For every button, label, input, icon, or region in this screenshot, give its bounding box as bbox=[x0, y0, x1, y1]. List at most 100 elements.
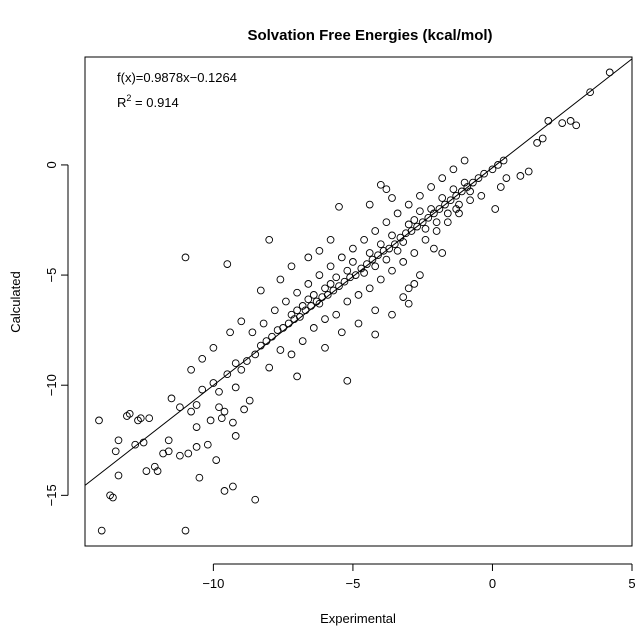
data-point bbox=[237, 365, 246, 374]
data-point bbox=[270, 306, 279, 315]
data-point bbox=[215, 403, 223, 412]
data-point bbox=[304, 253, 313, 262]
data-point bbox=[496, 183, 505, 191]
data-point bbox=[215, 387, 223, 396]
data-point bbox=[416, 207, 424, 216]
data-point bbox=[457, 187, 466, 196]
data-point bbox=[326, 262, 335, 271]
data-point bbox=[474, 174, 483, 182]
data-point bbox=[231, 383, 240, 392]
data-point bbox=[276, 346, 285, 354]
data-point bbox=[326, 280, 335, 288]
data-point bbox=[357, 264, 366, 273]
data-point bbox=[315, 299, 324, 308]
data-point bbox=[435, 205, 444, 213]
data-point bbox=[449, 185, 458, 194]
data-point bbox=[187, 365, 195, 374]
data-point bbox=[220, 487, 229, 495]
data-point bbox=[402, 229, 410, 238]
data-point bbox=[349, 244, 357, 253]
data-point bbox=[276, 275, 285, 284]
data-point bbox=[198, 385, 207, 394]
data-point bbox=[390, 240, 399, 249]
data-point bbox=[176, 403, 184, 412]
data-point bbox=[566, 117, 575, 125]
data-point bbox=[404, 284, 413, 293]
data-point bbox=[256, 286, 265, 295]
data-point bbox=[460, 178, 469, 187]
plot-area-frame bbox=[84, 56, 633, 547]
data-point bbox=[343, 266, 352, 275]
data-point bbox=[273, 326, 282, 334]
data-point bbox=[376, 275, 385, 284]
data-point bbox=[469, 178, 477, 187]
data-point bbox=[421, 224, 430, 233]
data-point bbox=[153, 467, 162, 475]
data-point bbox=[438, 249, 447, 257]
data-point bbox=[421, 235, 430, 244]
data-point bbox=[349, 258, 357, 266]
data-point bbox=[209, 343, 218, 352]
data-point bbox=[382, 185, 391, 194]
regression-line bbox=[84, 58, 633, 486]
data-point bbox=[382, 255, 391, 264]
data-point bbox=[441, 200, 449, 209]
data-point bbox=[499, 156, 508, 165]
data-point bbox=[410, 280, 419, 288]
data-point bbox=[229, 418, 237, 427]
data-point bbox=[443, 209, 452, 218]
data-point bbox=[365, 200, 374, 209]
data-point bbox=[388, 310, 396, 319]
data-point bbox=[376, 240, 385, 249]
data-point bbox=[354, 319, 363, 328]
data-point bbox=[335, 282, 343, 290]
data-point bbox=[223, 260, 232, 268]
data-point bbox=[371, 262, 380, 271]
data-point bbox=[480, 169, 488, 178]
data-point bbox=[309, 291, 318, 299]
data-point bbox=[455, 209, 463, 218]
data-point bbox=[321, 284, 329, 293]
data-point bbox=[335, 202, 343, 211]
data-point bbox=[212, 456, 221, 464]
y-axis: −15 −10 −5 0 bbox=[44, 161, 69, 506]
data-point bbox=[524, 167, 533, 176]
data-point bbox=[382, 218, 391, 227]
data-point bbox=[424, 213, 433, 222]
r-squared-exponent: 2 bbox=[126, 93, 131, 103]
data-point bbox=[176, 451, 184, 460]
data-point bbox=[245, 396, 254, 405]
y-tick-label: 0 bbox=[44, 161, 59, 168]
data-point bbox=[131, 440, 140, 449]
data-point bbox=[416, 191, 424, 200]
data-point bbox=[298, 337, 307, 345]
data-point bbox=[460, 156, 469, 165]
data-point bbox=[231, 359, 240, 368]
data-point bbox=[315, 271, 324, 279]
data-point bbox=[114, 471, 123, 480]
data-point bbox=[223, 370, 232, 379]
data-point bbox=[346, 273, 354, 282]
data-point bbox=[203, 440, 212, 449]
x-axis: −10 −5 0 5 bbox=[202, 563, 636, 591]
data-point bbox=[220, 407, 229, 416]
data-point bbox=[360, 269, 368, 277]
data-point bbox=[337, 253, 346, 262]
data-point bbox=[323, 291, 332, 299]
data-point bbox=[251, 350, 260, 359]
data-point bbox=[463, 183, 472, 191]
data-point bbox=[418, 218, 427, 227]
data-point bbox=[416, 271, 424, 279]
data-point bbox=[340, 277, 349, 286]
data-point bbox=[404, 200, 413, 209]
data-point bbox=[365, 284, 374, 293]
data-point bbox=[438, 194, 447, 202]
data-point bbox=[410, 249, 419, 257]
data-point bbox=[388, 266, 396, 275]
data-point bbox=[427, 205, 435, 213]
data-point bbox=[488, 165, 497, 174]
data-point bbox=[466, 196, 474, 205]
data-point bbox=[192, 401, 201, 409]
data-point bbox=[192, 443, 201, 451]
r-squared-annotation: R2 = 0.914 bbox=[117, 93, 179, 110]
